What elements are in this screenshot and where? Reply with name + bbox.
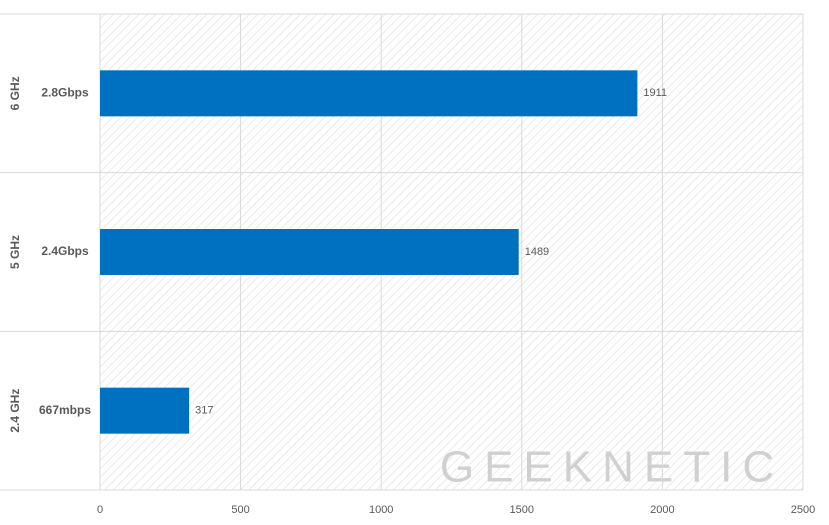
value-label: 1911 bbox=[643, 87, 667, 99]
x-tick-label: 2500 bbox=[791, 504, 815, 516]
watermark: GEEKNETIC bbox=[440, 443, 784, 492]
x-tick-label: 2000 bbox=[650, 504, 674, 516]
x-tick-label: 500 bbox=[231, 504, 249, 516]
bar bbox=[100, 229, 519, 275]
value-label: 317 bbox=[195, 405, 213, 417]
x-tick-label: 0 bbox=[97, 504, 103, 516]
y-tick-label: 2.4Gbps bbox=[41, 244, 89, 258]
group-label: 5 GHz bbox=[8, 235, 22, 269]
x-tick-label: 1500 bbox=[510, 504, 534, 516]
bar bbox=[100, 387, 190, 434]
y-tick-label: 667mbps bbox=[39, 403, 91, 417]
group-label: 2.4 GHz bbox=[8, 389, 22, 433]
value-label: 1489 bbox=[525, 246, 549, 258]
bar bbox=[100, 70, 638, 117]
x-tick-label: 1000 bbox=[369, 504, 393, 516]
group-label: 6 GHz bbox=[8, 76, 22, 110]
y-tick-label: 2.8Gbps bbox=[41, 86, 89, 100]
